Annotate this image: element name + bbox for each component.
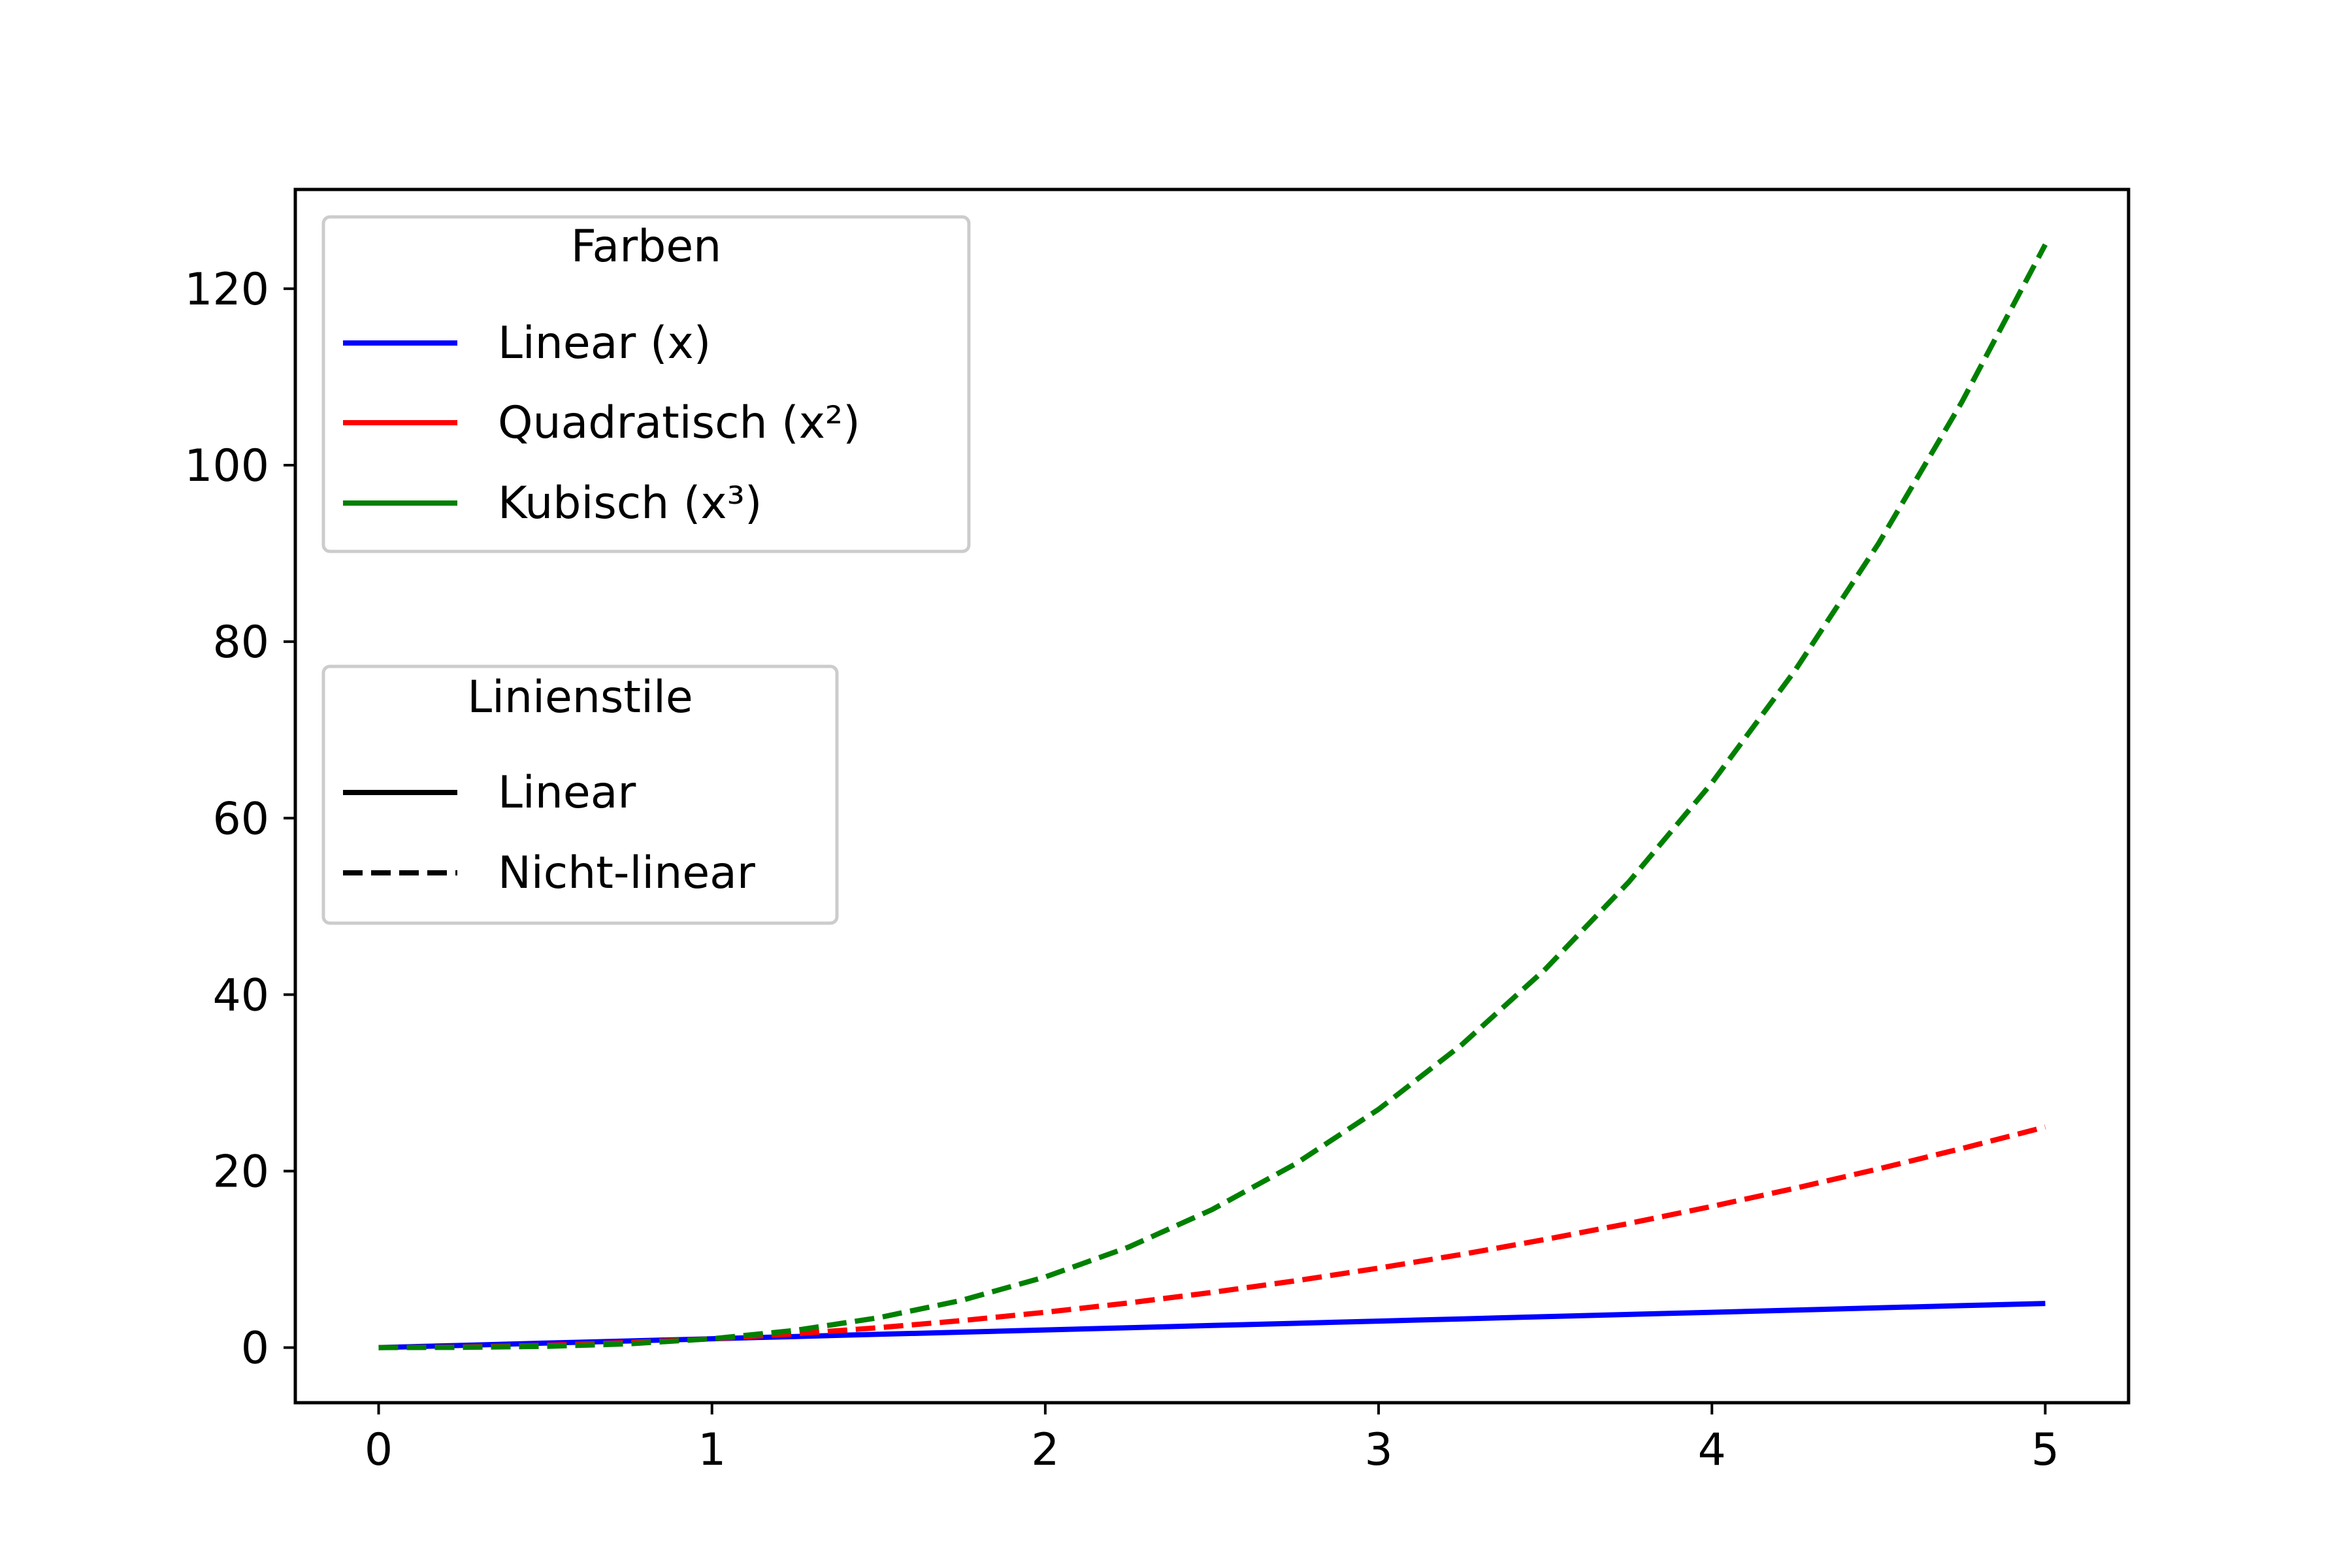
y-axis: 0 20 40 60 80 100 120 xyxy=(184,264,295,1375)
legend-colors: Farben Linear (x) Quadratisch (x²) Kubis… xyxy=(321,215,971,553)
y-tick-label: 80 xyxy=(212,617,269,668)
legend-box xyxy=(321,664,839,925)
x-tick-label: 5 xyxy=(2031,1424,2059,1476)
y-tick-label: 40 xyxy=(212,970,269,1021)
legend-label-nicht-linear: Nicht-linear xyxy=(498,847,755,899)
legend-label-linear: Linear (x) xyxy=(498,318,711,369)
x-tick-label: 1 xyxy=(698,1424,726,1476)
plot-frame xyxy=(293,188,2131,1405)
x-tick-label: 3 xyxy=(1364,1424,1392,1476)
x-tick-label: 2 xyxy=(1031,1424,1059,1476)
legend-label-linear-style: Linear xyxy=(498,767,636,819)
legend-label-kubisch: Kubisch (x³) xyxy=(498,478,762,529)
y-tick-label: 100 xyxy=(184,440,269,492)
y-tick-label: 0 xyxy=(241,1323,269,1375)
series-line-2 xyxy=(378,243,2048,1350)
x-tick-label: 4 xyxy=(1698,1424,1726,1476)
legend-title: Linienstile xyxy=(467,672,693,723)
x-axis: 0 1 2 3 4 5 xyxy=(365,1403,2059,1476)
series-line-0 xyxy=(378,1301,2046,1350)
legend-styles: Linienstile Linear Nicht-linear xyxy=(321,664,839,925)
y-tick-label: 120 xyxy=(184,264,269,316)
legend-label-quadratisch: Quadratisch (x²) xyxy=(498,397,860,449)
series-layer xyxy=(378,243,2048,1350)
y-tick-label: 20 xyxy=(212,1146,269,1198)
legend-title: Farben xyxy=(571,221,722,272)
y-tick-label: 60 xyxy=(212,793,269,845)
x-tick-label: 0 xyxy=(365,1424,393,1476)
legend-box xyxy=(321,215,971,553)
